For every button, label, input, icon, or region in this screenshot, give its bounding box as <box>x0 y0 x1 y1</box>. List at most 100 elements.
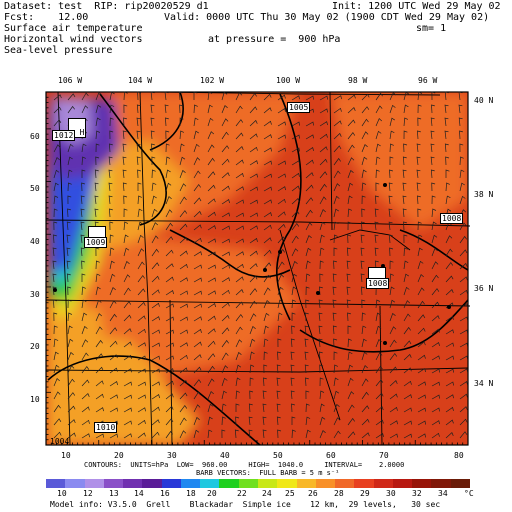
wind-barb <box>375 352 383 361</box>
wind-barb <box>445 329 454 335</box>
wind-barb <box>235 364 242 374</box>
wind-barb <box>291 325 296 335</box>
wind-barb <box>179 405 188 413</box>
wind-barb <box>151 368 160 374</box>
wind-barb <box>137 368 146 374</box>
wind-barb <box>291 286 297 296</box>
init-time-label: Init: 1200 UTC Wed 29 May 02 <box>332 1 501 12</box>
wind-barb <box>277 160 286 166</box>
wind-barb <box>403 313 411 322</box>
wind-barb <box>179 354 188 361</box>
wind-barb <box>445 248 453 257</box>
wind-barb <box>122 143 127 153</box>
wind-barb <box>263 325 269 335</box>
colorbar-label: 25 <box>285 489 295 498</box>
wind-barb <box>431 394 440 400</box>
wind-barb <box>151 342 160 348</box>
wind-barb <box>150 91 155 101</box>
wind-barb <box>333 145 342 153</box>
wind-barb <box>389 273 394 283</box>
pressure-value-label: 1005 <box>287 102 311 113</box>
wind-barb <box>108 195 113 205</box>
wind-barb <box>417 314 426 322</box>
station-dot <box>383 183 387 187</box>
wind-barb <box>319 403 325 413</box>
wind-barb <box>403 340 412 348</box>
wind-barb <box>123 407 132 413</box>
wind-barb <box>193 210 202 218</box>
wind-barb <box>333 107 342 114</box>
wind-barb <box>66 247 71 257</box>
wind-barb <box>403 367 412 374</box>
wind-barb <box>403 407 412 413</box>
wind-barb <box>193 429 200 439</box>
wind-barb <box>361 195 366 205</box>
wind-barb <box>109 327 118 335</box>
wind-barb <box>80 221 85 231</box>
wind-barb <box>109 340 118 348</box>
lat-label: 34 N <box>474 379 494 388</box>
wind-barb <box>445 195 451 205</box>
wind-barb <box>66 234 71 244</box>
wind-barb <box>165 355 174 361</box>
wind-barb <box>333 170 341 179</box>
lon-label: 106 W <box>58 76 83 85</box>
wind-barb <box>151 431 160 439</box>
wind-barb <box>235 172 244 179</box>
wind-barb <box>109 247 115 257</box>
wind-barb <box>95 339 103 348</box>
wind-barb <box>221 302 230 309</box>
wind-barb <box>207 238 216 244</box>
wind-barb <box>221 416 226 426</box>
wind-barb <box>333 260 337 270</box>
wind-barb <box>249 106 258 114</box>
wind-barb <box>207 290 216 296</box>
wind-barb <box>67 299 72 309</box>
wind-barb <box>179 183 187 192</box>
colorbar-cell <box>431 479 452 488</box>
wind-barb <box>137 169 142 179</box>
wind-barb <box>221 264 230 270</box>
wind-barb <box>109 313 117 322</box>
wind-barb <box>361 299 366 309</box>
wind-barb <box>81 406 90 413</box>
wind-barb <box>458 117 463 127</box>
wind-barb <box>263 274 271 283</box>
wind-barb <box>277 134 286 140</box>
station-dot <box>53 288 57 292</box>
wind-barb <box>108 182 113 192</box>
wind-barb <box>235 251 244 257</box>
wind-barb <box>291 248 299 257</box>
wind-barb <box>333 351 338 361</box>
wind-barb <box>319 209 326 218</box>
wind-barb <box>137 355 146 361</box>
wind-barb <box>179 417 187 426</box>
wind-barb <box>221 199 230 205</box>
wind-barb <box>207 403 214 413</box>
wind-barb <box>67 195 72 205</box>
wind-barb <box>249 146 258 153</box>
wind-barb <box>249 313 257 322</box>
wind-barb <box>248 416 253 426</box>
wind-barb <box>291 223 300 231</box>
wind-barb <box>417 247 423 257</box>
wind-barb <box>374 221 379 231</box>
wind-barb <box>109 300 117 309</box>
wind-barb <box>52 273 57 283</box>
wind-barb <box>193 416 200 426</box>
wind-barb <box>234 429 239 439</box>
x-tick-label: 80 <box>454 451 464 460</box>
wind-barb <box>193 197 202 205</box>
wind-barb <box>179 196 187 205</box>
wind-barb <box>165 342 174 348</box>
wind-barb <box>137 407 146 413</box>
wind-barb <box>150 104 155 114</box>
wind-barb <box>263 249 272 257</box>
wind-barb <box>431 104 435 114</box>
wind-barb <box>151 316 160 322</box>
wind-barb <box>333 247 338 256</box>
y-tick-label: 30 <box>30 290 40 299</box>
wind-barb <box>151 248 159 257</box>
wind-barb <box>53 431 62 439</box>
wind-barb <box>319 351 323 361</box>
